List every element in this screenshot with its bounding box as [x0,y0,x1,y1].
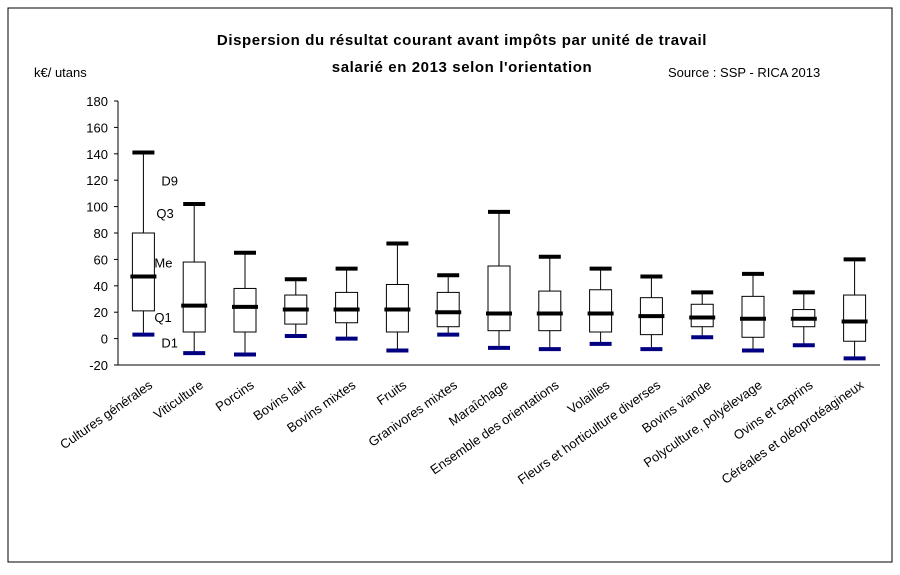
stat-label: Q1 [154,310,171,325]
y-tick-label: -20 [89,358,108,373]
box [233,287,257,333]
box [131,232,155,312]
stat-label: D9 [161,173,178,188]
y-tick-label: 60 [94,252,108,267]
chart-title: Dispersion du résultat courant avant imp… [217,32,707,49]
box [538,290,562,332]
chart-frame [7,7,893,563]
source: Source : SSP - RICA 2013 [668,65,820,80]
stat-label: D1 [161,336,178,351]
y-tick-label: 0 [101,332,108,347]
y-tick-label: 140 [86,147,108,162]
box [843,294,867,342]
y-tick-label: 20 [94,305,108,320]
stat-label: Me [154,256,172,271]
y-tick-label: 180 [86,94,108,109]
box [182,261,206,333]
y-tick-label: 120 [86,173,108,188]
y-axis-label: k€/ utans [34,65,87,80]
y-tick-label: 100 [86,200,108,215]
y-tick-label: 80 [94,226,108,241]
box [436,291,460,328]
stat-label: Q3 [156,206,173,221]
box [589,289,613,333]
y-tick-label: 160 [86,120,108,135]
chart-subtitle: salarié en 2013 selon l'orientation [332,59,593,76]
box [487,265,511,332]
y-tick-label: 40 [94,279,108,294]
